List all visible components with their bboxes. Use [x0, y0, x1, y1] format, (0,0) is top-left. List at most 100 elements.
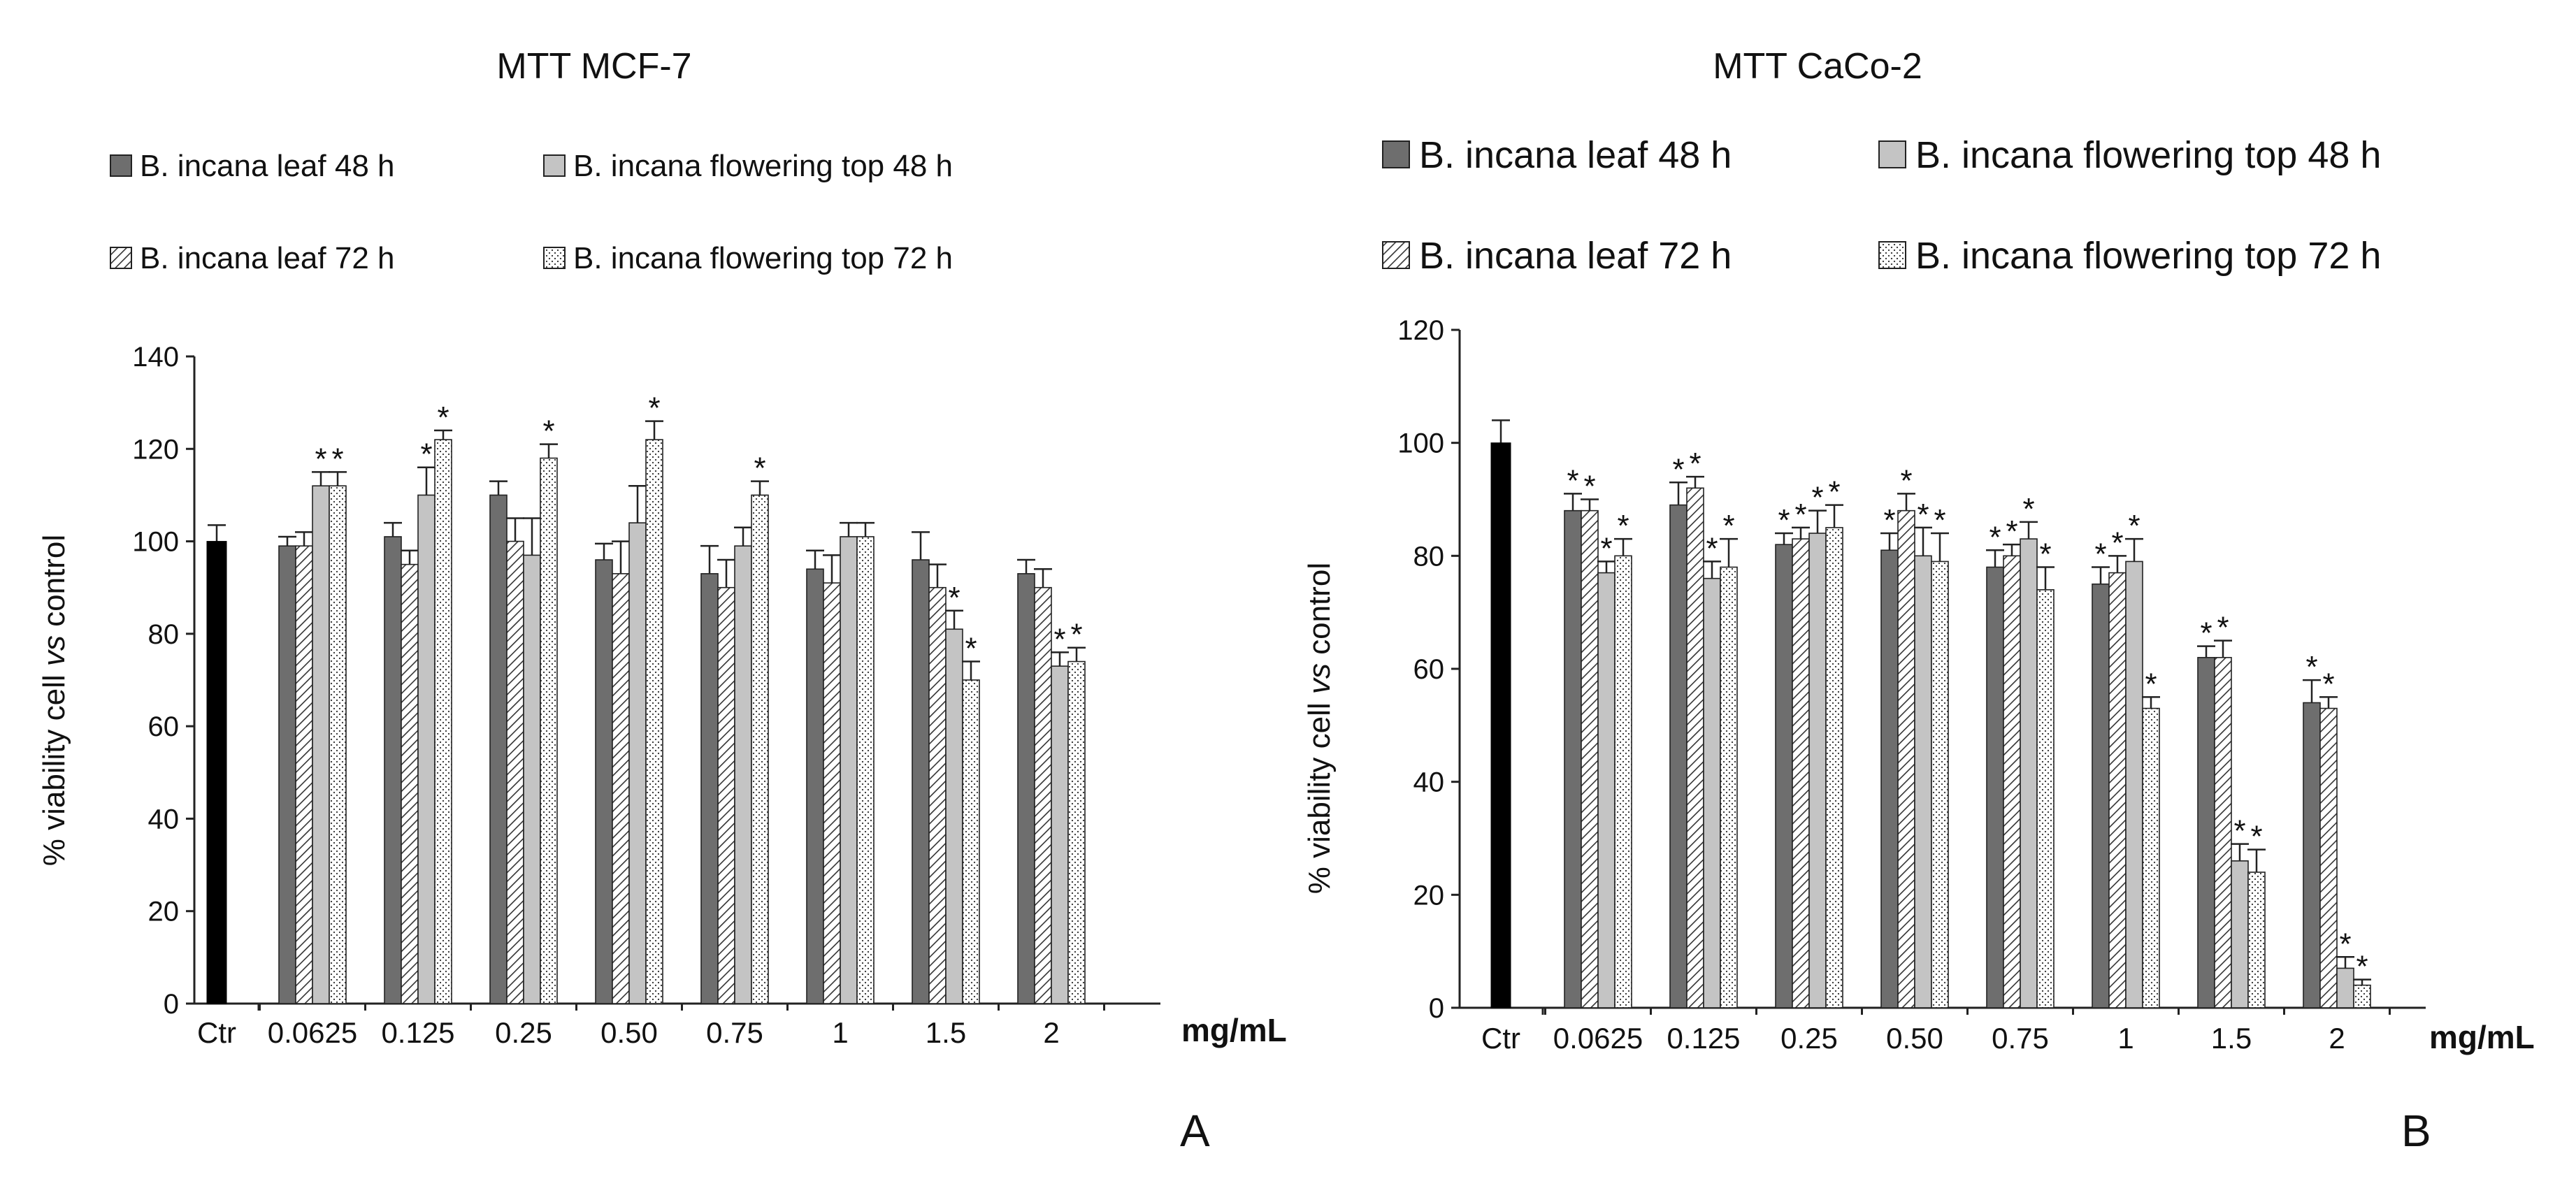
panel-a: MTT MCF-7 B. incana leaf 48 h B. incana … [37, 46, 1287, 1156]
y-axis-label-a-part1: % viability cell [37, 666, 71, 866]
y-tick-label: 80 [1413, 541, 1445, 572]
bar-light [1597, 572, 1616, 1008]
x-tick-label: 0.50 [1886, 1022, 1943, 1055]
bar-dark [595, 559, 613, 1004]
y-axis-label-b-part1: % viability cell [1302, 694, 1337, 894]
bar-hatch [1581, 509, 1599, 1008]
panel-label-a: A [1180, 1106, 1210, 1156]
bar-dots [1825, 527, 1843, 1008]
significance-marker: * [2039, 537, 2051, 572]
y-axis-label-a-part3: control [37, 535, 71, 635]
significance-marker: * [1689, 447, 1701, 481]
significance-marker: * [1706, 531, 1718, 565]
bar-dark [806, 568, 824, 1004]
significance-marker: * [1722, 509, 1734, 543]
legend-label-a-leaf48: B. incana leaf 48 h [140, 149, 394, 183]
significance-marker: * [2250, 820, 2262, 854]
bar-dark [278, 545, 296, 1004]
bar-dots [1931, 560, 1949, 1008]
bar-dots [1720, 566, 1738, 1008]
bar-light [840, 536, 858, 1004]
significance-marker: * [542, 414, 554, 449]
significance-marker: * [965, 632, 977, 666]
legend-swatch-b-flowering48 [1878, 140, 1906, 168]
bar-hatch [1792, 538, 1810, 1008]
bar-control [206, 541, 227, 1004]
y-tick-label: 20 [1413, 880, 1445, 911]
bar-hatch [717, 586, 735, 1004]
significance-marker: * [2006, 514, 2017, 549]
x-tick-label: Ctr [197, 1016, 236, 1049]
x-tick-label: 1.5 [2211, 1022, 2252, 1055]
significance-marker: * [2145, 667, 2157, 701]
bar-dots [1067, 660, 1086, 1004]
bar-dots [2353, 984, 2371, 1008]
significance-marker: * [1672, 452, 1684, 486]
bar-dots [2036, 589, 2055, 1008]
bar-hatch [2319, 707, 2338, 1008]
significance-marker: * [1794, 498, 1806, 532]
significance-marker: * [2233, 814, 2245, 848]
bar-hatch [612, 573, 630, 1004]
x-tick-label: 1.5 [926, 1016, 966, 1049]
significance-marker: * [2322, 667, 2334, 701]
bar-light [2020, 538, 2038, 1008]
bar-hatch [295, 545, 313, 1004]
x-tick-label: 0.75 [1992, 1022, 2049, 1055]
x-tick-label: 0.125 [381, 1016, 454, 1049]
panel-label-b: B [2401, 1106, 2431, 1156]
significance-marker: * [1828, 475, 1840, 509]
x-tick-label: 0.25 [495, 1016, 552, 1049]
bar-hatch [1897, 509, 1915, 1008]
significance-marker: * [2339, 927, 2351, 961]
y-tick-label: 40 [1413, 767, 1445, 798]
y-tick-label: 120 [132, 434, 179, 465]
significance-marker: * [437, 400, 449, 435]
bar-light [523, 554, 541, 1004]
significance-marker: * [2356, 950, 2368, 984]
y-tick-label: 60 [148, 711, 180, 742]
significance-marker: * [2305, 650, 2317, 684]
significance-marker: * [1778, 503, 1790, 537]
bar-hatch [2003, 555, 2021, 1008]
bar-light [312, 485, 330, 1004]
bar-dots [751, 494, 769, 1004]
x-tick-label: 1 [832, 1016, 848, 1049]
significance-marker: * [648, 391, 660, 426]
bar-hatch [506, 540, 524, 1004]
y-tick-label: 100 [1397, 428, 1444, 459]
significance-marker: * [1053, 622, 1065, 656]
bar-dark [912, 559, 930, 1004]
bar-hatch [1686, 487, 1704, 1008]
legend-label-b-leaf48: B. incana leaf 48 h [1419, 134, 1732, 176]
legend-swatch-b-leaf72 [1382, 241, 1410, 269]
y-tick-label: 100 [132, 527, 179, 558]
y-tick-label: 80 [148, 619, 180, 650]
significance-marker: * [2022, 492, 2034, 526]
bar-hatch [2108, 572, 2127, 1008]
y-tick-label: 20 [148, 897, 180, 927]
y-tick-label: 0 [164, 989, 179, 1020]
bar-light [1051, 665, 1069, 1004]
chart-title-a: MTT MCF-7 [496, 46, 691, 87]
y-tick-label: 140 [132, 342, 179, 372]
x-tick-label: 0.0625 [1553, 1022, 1643, 1055]
x-unit-label-a: mg/mL [1181, 1012, 1287, 1048]
bar-dark [700, 573, 719, 1004]
panel-b: MTT CaCo-2 B. incana leaf 48 h B. incana… [1302, 46, 2535, 1156]
y-tick-label: 60 [1413, 654, 1445, 685]
bar-light [1914, 555, 1932, 1008]
significance-marker: * [1900, 463, 1912, 498]
bar-dark [1986, 566, 2004, 1008]
significance-marker: * [2200, 616, 2212, 651]
bar-dots [645, 439, 663, 1004]
bar-dots [962, 679, 980, 1004]
legend-label-a-leaf72: B. incana leaf 72 h [140, 241, 394, 275]
legend-swatch-b-leaf48 [1382, 140, 1410, 168]
bar-dark [1564, 509, 1582, 1008]
legend-label-b-flowering72: B. incana flowering top 72 h [1915, 235, 2381, 277]
y-axis-label-b: % viability cell vs control [1302, 563, 1337, 894]
